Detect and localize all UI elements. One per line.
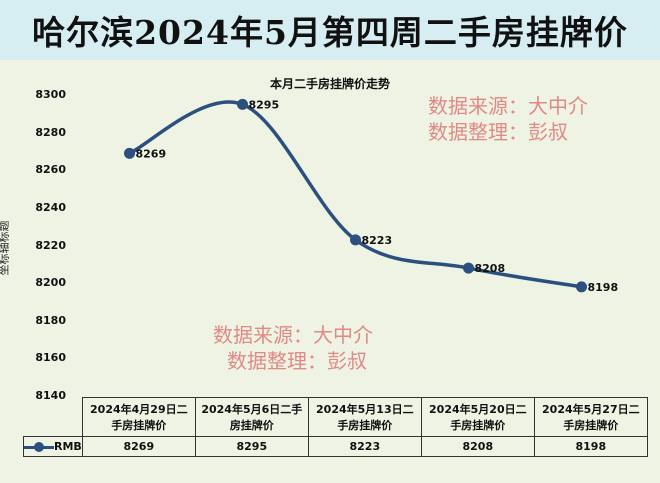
value-cell: 8198 xyxy=(533,436,648,457)
category-header-cell: 2024年4月29日二 手房挂牌价 xyxy=(81,397,196,437)
header-banner: 哈尔滨2024年5月第四周二手房挂牌价 xyxy=(0,0,660,60)
watermark-editor: 数据整理：彭叔 xyxy=(227,349,367,373)
value-cell: 8208 xyxy=(420,436,535,457)
value-cell: 8269 xyxy=(81,436,196,457)
data-label: 8295 xyxy=(249,98,280,111)
page-title: 哈尔滨2024年5月第四周二手房挂牌价 xyxy=(32,13,628,52)
legend-cell: RMB xyxy=(23,436,83,457)
data-point xyxy=(350,234,361,246)
watermark-editor: 数据整理：彭叔 xyxy=(428,120,568,144)
data-table-header-row: 2024年4月29日二 手房挂牌价 2024年5月6日二手 房挂牌价 2024年5月13… xyxy=(23,397,648,437)
category-header-cell: 2024年5月20日二 手房挂牌价 xyxy=(420,397,535,437)
value-cell: 8223 xyxy=(307,436,422,457)
category-header-cell: 2024年5月13日二 手房挂牌价 xyxy=(307,397,422,437)
data-table-value-row: RMB 8269 8295 8223 8208 8198 xyxy=(23,436,648,457)
data-point xyxy=(124,147,135,159)
y-tick-label: 8200 xyxy=(35,276,66,290)
data-point xyxy=(237,98,248,110)
data-label: 8223 xyxy=(362,234,393,247)
legend-line-icon xyxy=(24,441,54,452)
data-label: 8208 xyxy=(475,262,506,275)
y-tick-label: 8220 xyxy=(35,238,66,252)
category-header-cell: 2024年5月27日二 手房挂牌价 xyxy=(533,397,648,437)
chart-title: 本月二手房挂牌价走势 xyxy=(269,77,390,91)
data-label: 8269 xyxy=(136,147,167,160)
watermark-bottom: 数据来源：大中介 数据整理：彭叔 xyxy=(213,322,373,374)
data-table: 2024年4月29日二 手房挂牌价 2024年5月6日二手 房挂牌价 2024年5月13… xyxy=(23,397,648,457)
y-tick-label: 8260 xyxy=(35,163,66,177)
data-table-corner xyxy=(23,397,83,437)
y-tick-label: 8180 xyxy=(35,313,66,327)
watermark-source: 数据来源：大中介 xyxy=(213,323,373,347)
legend-label: RMB xyxy=(54,440,82,453)
value-cell: 8295 xyxy=(194,436,309,457)
data-point xyxy=(463,262,474,274)
data-point xyxy=(576,281,587,293)
y-tick-label: 8160 xyxy=(35,351,66,365)
category-header-cell: 2024年5月6日二手 房挂牌价 xyxy=(194,397,309,437)
y-tick-label: 8240 xyxy=(35,200,66,214)
y-tick-label: 8300 xyxy=(35,88,66,101)
y-tick-label: 8280 xyxy=(35,125,66,139)
watermark-source: 数据来源：大中介 xyxy=(428,94,588,118)
data-label: 8198 xyxy=(588,281,619,294)
watermark-top: 数据来源：大中介 数据整理：彭叔 xyxy=(428,93,588,145)
